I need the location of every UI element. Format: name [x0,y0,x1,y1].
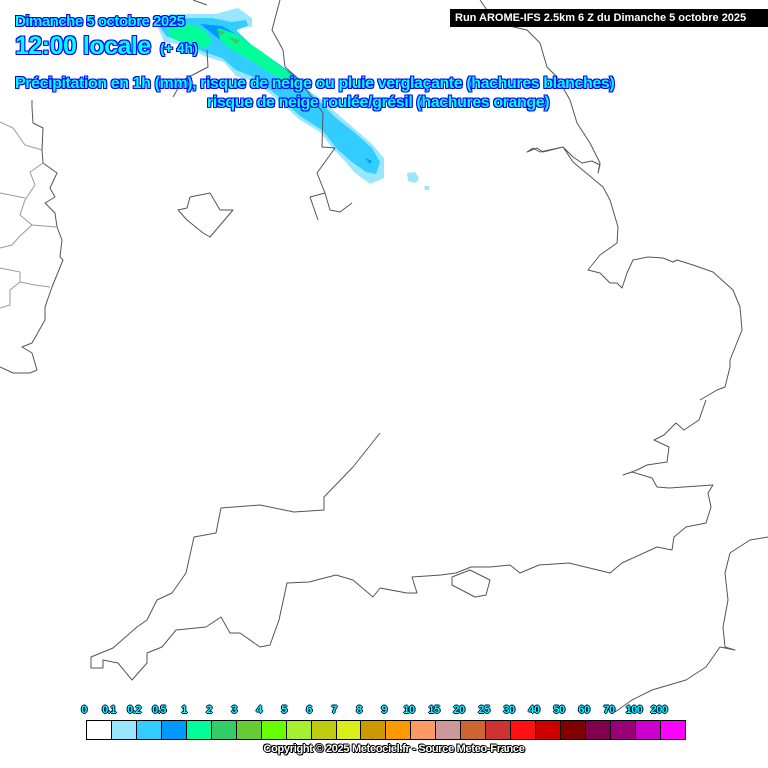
legend-label: 30 [503,704,515,716]
coast-south-england [90,399,714,681]
legend-label: 70 [603,704,615,716]
coast-cumbria-south [172,49,209,98]
legend-label: 8 [356,704,362,716]
forecast-lead-time: (+ 4h) [160,40,198,56]
legend-label: 1 [181,704,187,716]
legend-label: 100 [625,704,643,716]
legend-label: 20 [453,704,465,716]
border-ireland-3 [0,192,26,199]
legend-label: 0.2 [127,704,141,716]
legend-labels: 0 0.1 0.2 0.5 1 2 3 4 5 6 7 8 9 10 15 20 25 30 40 50 60 70 100… [81,704,686,718]
coast-anglesey [177,192,234,238]
legend-label: 0 [81,704,87,716]
legend-swatch [286,721,312,739]
legend-swatch [87,721,112,739]
legend-swatch [386,721,412,739]
coast-lancashire [271,0,353,213]
coast-france [614,536,768,713]
legend-swatch [161,721,187,739]
legend-label: 10 [403,704,415,716]
legend-swatch [311,721,337,739]
border-ireland-1 [0,121,43,151]
legend-swatch [236,721,262,739]
legend-swatch [536,721,562,739]
coastlines [0,0,768,713]
legend-swatch [186,721,212,739]
legend-label: 4 [256,704,262,716]
legend-label: 25 [478,704,490,716]
copyright: Copyright © 2025 Meteociel.fr - Source M… [263,743,525,755]
legend-swatch [261,721,287,739]
legend-swatch [561,721,587,739]
legend-swatch [486,721,512,739]
forecast-date: Dimanche 5 octobre 2025 [15,13,185,30]
map-description-line1: Précipitation en 1h (mm), risque de neig… [15,75,615,92]
legend-label: 7 [331,704,337,716]
legend-swatch [361,721,387,739]
forecast-time: 12:00 locale [15,32,151,60]
legend-swatch [511,721,537,739]
legend-label: 3 [231,704,237,716]
legend-label: 50 [553,704,565,716]
precip-isolated-1 [407,172,419,183]
legend-swatch [136,721,162,739]
legend-swatch [411,721,437,739]
border-ireland-2 [19,162,58,228]
border-ireland-6 [19,281,51,288]
legend-label: 0.1 [102,704,116,716]
legend-label: 40 [528,704,540,716]
coast-isle-of-wight [451,569,491,598]
coast-east-anglia [479,0,743,401]
legend-swatch [211,721,237,739]
legend-swatch [611,721,636,739]
legend-swatch [436,721,462,739]
legend-swatch [461,721,487,739]
legend-swatch [635,721,661,739]
legend-swatch [586,721,612,739]
legend-label: 9 [381,704,387,716]
precip-1mm [166,24,300,86]
legend-label: 6 [306,704,312,716]
legend-label: 15 [428,704,440,716]
legend-label: 60 [578,704,590,716]
precip-2mm [215,29,240,44]
legend-label: 2 [206,704,212,716]
legend-swatch [111,721,137,739]
coast-ireland [0,100,64,374]
border-ireland-4 [0,224,33,249]
coast-cumbria [192,0,208,6]
precip-isolated-2 [424,186,429,190]
legend-label: 5 [281,704,287,716]
precipitation-field [157,8,429,190]
legend-colorbar [86,720,686,740]
border-ireland-5 [0,267,21,309]
model-run-label: Run AROME-IFS 2.5km 6 Z du Dimanche 5 oc… [450,9,768,27]
map-description-line2: risque de neige roulée/grésil (hachures … [207,94,550,111]
coast-wales [309,192,326,221]
legend-swatch [336,721,362,739]
legend-label: 200 [650,704,668,716]
legend-label: 0.5 [152,704,166,716]
legend-swatch [660,721,685,739]
